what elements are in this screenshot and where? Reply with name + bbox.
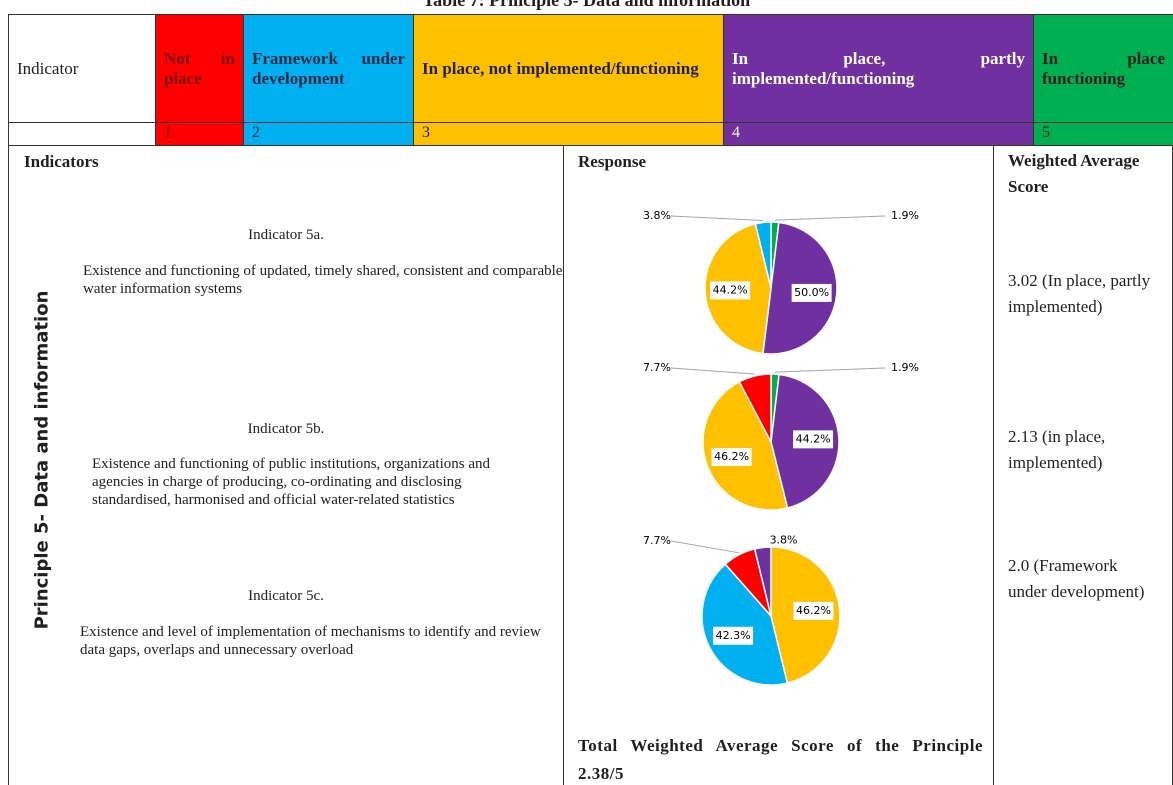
slice-label: 7.7% — [643, 534, 671, 547]
slice-label: 50.0% — [794, 286, 829, 299]
level-score: 3 — [413, 122, 724, 146]
total-score: Total Weighted Average Score of the Prin… — [578, 736, 983, 783]
indicator-name: Indicator 5a. — [248, 227, 324, 243]
pie-slice — [738, 373, 772, 443]
column-header: Response — [578, 152, 647, 171]
column-header: Indicators — [24, 152, 99, 171]
level-score: 2 — [243, 122, 414, 146]
pie-slice — [754, 221, 772, 289]
slice-label: 3.8% — [770, 534, 798, 547]
leader-line — [670, 540, 740, 554]
slice-label: 46.2% — [714, 450, 749, 463]
level-label: In place functioning — [1033, 14, 1173, 123]
indicator-description: Existence and functioning of updated, ti… — [83, 263, 563, 297]
leader-line — [670, 215, 764, 221]
slice-label: 46.2% — [796, 604, 831, 617]
label-box — [711, 448, 752, 467]
pie-slice — [753, 546, 772, 617]
slice-label: 7.7% — [643, 361, 671, 374]
slice-label: 3.8% — [643, 209, 671, 222]
level-label: In place, not implemented/functioning — [413, 14, 724, 123]
pie-slice — [701, 563, 789, 686]
label-box — [793, 601, 834, 620]
label-box — [793, 430, 834, 449]
label-box — [713, 626, 754, 645]
slice-label: 44.2% — [713, 283, 748, 296]
indicator-score: 3.02 (In place, partly implemented) — [1008, 271, 1151, 316]
table-title: Table 7: Principle 5- Data and informati… — [422, 0, 751, 10]
pie-slice — [702, 380, 789, 511]
indicator-description: Existence and level of implementation of… — [80, 624, 541, 658]
indicator-score: 2.13 (in place, implemented) — [1008, 427, 1106, 472]
level-label: In place, partly implemented/functioning — [723, 14, 1034, 123]
level-label: Framework under development — [243, 14, 414, 123]
leader-line — [775, 367, 886, 373]
label-box — [710, 281, 751, 300]
leader-line — [774, 215, 886, 221]
slice-label: 1.9% — [891, 209, 919, 222]
slice-label: 44.2% — [796, 432, 831, 445]
level-label: Not in place — [155, 14, 244, 123]
indicator-description: Existence and functioning of public inst… — [92, 456, 490, 508]
indicator-name: Indicator 5b. — [247, 421, 325, 437]
leader-line — [670, 367, 755, 375]
level-score: 4 — [723, 122, 1034, 146]
indicator-name: Indicator 5c. — [248, 588, 324, 604]
slice-label: 42.3% — [716, 629, 751, 642]
level-score: 5 — [1033, 122, 1173, 146]
indicator-score: 2.0 (Framework under development) — [1008, 556, 1145, 601]
column-header: Weighted Average Score — [1008, 151, 1140, 196]
level-score: 1 — [155, 122, 244, 146]
slice-label: 1.9% — [891, 361, 919, 374]
label-box — [791, 283, 832, 302]
